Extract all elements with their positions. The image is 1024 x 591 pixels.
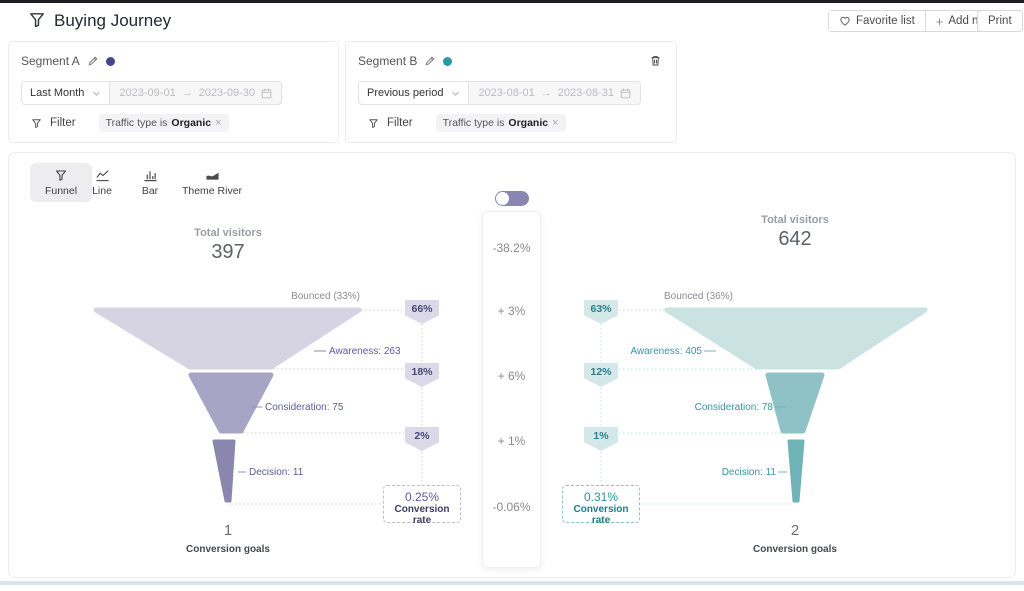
tab-bar[interactable]: Bar (130, 163, 170, 202)
funnel-b-conversion-rate: 0.31% (583, 490, 619, 504)
funnel-a-decision-label: Decision: 11 (249, 467, 304, 478)
remove-filter-icon[interactable]: × (552, 117, 559, 129)
theme-river-icon (205, 169, 220, 182)
comparison-toggle[interactable] (495, 191, 529, 206)
tab-theme-river[interactable]: Theme River (172, 163, 252, 202)
funnel-a-goal-number: 1 (223, 522, 233, 539)
funnel-a-bounced-label: Bounced (33%) (291, 291, 360, 302)
funnel-a-awareness-badge: 66% (405, 300, 439, 324)
segment-a-card: Segment A Last Month 2023-09-01 → 2023-0… (8, 41, 339, 143)
toggle-knob (496, 192, 509, 205)
edit-pencil-icon[interactable] (87, 55, 99, 67)
filter-funnel-icon (31, 118, 42, 129)
funnel-b-conversion-box: 0.31% Conversion rate (562, 485, 640, 526)
comparison-panel: -38.2% + 3% + 6% + 1% -0.06% (482, 211, 541, 568)
funnel-a-conversion-box: 0.25% Conversion rate (383, 485, 461, 526)
page-title: Buying Journey (54, 11, 172, 30)
funnel-b-goal-label: Conversion goals (753, 544, 837, 555)
chevron-down-icon (451, 89, 460, 98)
page-bottom-edge (0, 581, 1024, 585)
funnel-a-conversion-caption: Conversion rate (394, 504, 450, 526)
funnel-a-conversion-rate: 0.25% (404, 490, 440, 504)
segment-a-date-range[interactable]: 2023-09-01 → 2023-09-30 (110, 81, 282, 105)
segment-a-filter-tag[interactable]: Traffic type is Organic × (98, 114, 229, 132)
funnel-b-conversion-caption: Conversion rate (573, 504, 629, 526)
funnel-a-consideration-label: Consideration: 75 (265, 402, 344, 413)
segment-a-name: Segment A (21, 54, 80, 68)
bar-chart-icon (143, 169, 158, 182)
edit-pencil-icon[interactable] (424, 55, 436, 67)
segment-b-period-select[interactable]: Previous period (358, 81, 470, 105)
funnel-a-total-label: Total visitors (194, 227, 262, 239)
segment-a-period-select[interactable]: Last Month (21, 81, 111, 105)
segment-b-name: Segment B (358, 54, 418, 68)
funnel-b-decision-label: Decision: 11 (721, 467, 776, 478)
funnel-b-total-value: 642 (778, 228, 812, 250)
funnel-chart-icon (54, 169, 68, 182)
funnel-a-goal-label: Conversion goals (186, 544, 270, 555)
plus-icon: + (935, 13, 944, 29)
segment-b-card: Segment B Previous period 2023-08-01 → 2… (345, 41, 677, 143)
arrow-right-icon: → (540, 87, 552, 99)
segment-a-color-dot (105, 56, 115, 66)
tab-funnel[interactable]: Funnel (30, 163, 92, 202)
remove-filter-icon[interactable]: × (215, 117, 222, 129)
line-chart-icon (95, 169, 110, 182)
funnel-b-bounced-label: Bounced (36%) (664, 291, 733, 302)
delta-decision: + 1% (497, 434, 526, 448)
funnel-a-awareness-label: Awareness: 263 (329, 346, 401, 357)
segment-b-filter-tag[interactable]: Traffic type is Organic × (435, 114, 566, 132)
segment-b-date-range[interactable]: 2023-08-01 → 2023-08-31 (469, 81, 641, 105)
filter-funnel-icon (368, 118, 379, 129)
segment-b-color-dot (443, 56, 453, 66)
delta-conversion-rate: -0.06% (492, 500, 531, 514)
favorite-list-button[interactable]: Favorite list (829, 11, 925, 31)
delta-consideration: + 6% (497, 369, 526, 383)
segment-a-filter-label[interactable]: Filter (50, 117, 76, 129)
funnel-b-total-label: Total visitors (761, 214, 829, 226)
delta-awareness: + 3% (497, 304, 526, 318)
chevron-down-icon (92, 89, 101, 98)
arrow-right-icon: → (181, 87, 193, 99)
button-divider (924, 11, 926, 31)
funnel-a-total-value: 397 (211, 241, 245, 263)
tab-line[interactable]: Line (82, 163, 122, 202)
heart-icon (839, 15, 851, 27)
funnel-logo-icon (28, 11, 46, 29)
funnel-b-goal-number: 2 (790, 522, 800, 539)
delete-segment-icon[interactable] (649, 54, 662, 67)
segment-b-filter-label[interactable]: Filter (387, 117, 413, 129)
print-button[interactable]: Print (977, 10, 1023, 32)
calendar-icon (261, 88, 272, 99)
calendar-icon (620, 88, 631, 99)
funnel-b-consideration-label: Consideration: 78 (694, 402, 773, 413)
funnel-b-awareness-label: Awareness: 405 (630, 346, 702, 357)
delta-total-visitors: -38.2% (492, 241, 531, 255)
window-top-edge (0, 0, 1024, 3)
